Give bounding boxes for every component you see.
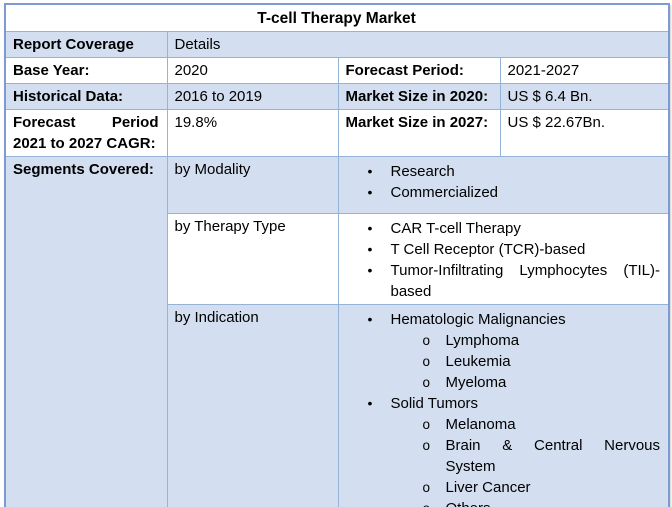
- historical-data-label: Historical Data:: [4, 83, 168, 110]
- bullet-item: • Hematologic Malignancies: [368, 309, 661, 330]
- market-size-2027-value: US $ 22.67Bn.: [499, 109, 670, 157]
- filled-bullet-icon: •: [367, 163, 373, 179]
- hollow-bullet-icon: o: [422, 480, 431, 495]
- bullet-item: • Solid Tumors: [368, 393, 661, 414]
- segment-indication-label: by Indication: [166, 304, 339, 507]
- segments-covered-label: Segments Covered:: [4, 156, 168, 507]
- historical-data-value: 2016 to 2019: [166, 83, 339, 110]
- market-size-2020-label: Market Size in 2020:: [337, 83, 501, 110]
- bullet-item-label: Myeloma: [445, 374, 507, 391]
- bullet-item: • Research: [368, 161, 661, 182]
- bullet-item: • CAR T-cell Therapy: [368, 218, 661, 239]
- market-size-2027-label: Market Size in 2027:: [337, 109, 501, 157]
- bullet-item-label: Lymphoma: [445, 332, 520, 349]
- filled-bullet-icon: •: [367, 241, 373, 257]
- segment-therapy-type-items-cell: • CAR T-cell Therapy • T Cell Receptor (TCR…: [337, 213, 670, 305]
- therapy-type-bullet-list: • CAR T-cell Therapy • T Cell Receptor (TCR…: [346, 216, 661, 302]
- table-title: T-cell Therapy Market: [4, 3, 670, 32]
- segment-modality-label: by Modality: [166, 156, 339, 214]
- forecast-period-value: 2021-2027: [499, 57, 670, 84]
- bullet-item: • Commercialized: [368, 182, 661, 203]
- base-year-value: 2020: [166, 57, 339, 84]
- bullet-item-label: Others: [446, 498, 661, 507]
- bullet-item-label: T Cell Receptor (TCR)-based: [390, 241, 586, 258]
- filled-bullet-icon: •: [367, 395, 373, 411]
- bullet-item: o Leukemia: [423, 351, 661, 372]
- segment-modality-items-cell: • Research • Commercialized: [337, 156, 670, 214]
- indication-bullet-list: • Hematologic Malignancies o Lymphoma o Leuke…: [346, 307, 661, 507]
- hollow-bullet-icon: o: [422, 417, 431, 432]
- bullet-item: o Lymphoma: [423, 330, 661, 351]
- hollow-bullet-icon: o: [422, 354, 431, 369]
- bullet-item-label: Commercialized: [390, 184, 499, 201]
- segment-therapy-type-label: by Therapy Type: [166, 213, 339, 305]
- bullet-item-label: Tumor-Infiltrating Lymphocytes (TIL)-bas…: [390, 262, 661, 300]
- bullet-item-label: Melanoma: [445, 416, 516, 433]
- bullet-item-label: Hematologic Malignancies: [390, 311, 566, 328]
- bullet-item: • Tumor-Infiltrating Lymphocytes (TIL)-ba…: [368, 260, 661, 302]
- market-size-2020-value: US $ 6.4 Bn.: [499, 83, 670, 110]
- filled-bullet-icon: •: [367, 184, 373, 200]
- bullet-item-label: Liver Cancer: [445, 479, 531, 496]
- bullet-item-label: Solid Tumors: [390, 395, 479, 412]
- bullet-item-label: Research: [390, 163, 455, 180]
- bullet-item-label: CAR T-cell Therapy: [390, 220, 521, 237]
- modality-bullet-list: • Research • Commercialized: [346, 159, 661, 203]
- filled-bullet-icon: •: [367, 262, 373, 278]
- bullet-item: o Brain & Central Nervous System: [423, 435, 661, 477]
- base-year-label: Base Year:: [4, 57, 168, 84]
- bullet-item-label: Brain & Central Nervous System: [445, 437, 661, 475]
- bullet-item-label: Leukemia: [445, 353, 511, 370]
- report-coverage-value: Details: [166, 31, 670, 58]
- bullet-item: o Myeloma: [423, 372, 661, 393]
- hollow-bullet-icon: o: [422, 375, 431, 390]
- bullet-item: o Melanoma: [423, 414, 661, 435]
- filled-bullet-icon: •: [367, 220, 373, 236]
- market-summary-table: T-cell Therapy Market Report Coverage De…: [4, 3, 671, 507]
- forecast-cagr-label: Forecast Period 2021 to 2027 CAGR:: [4, 109, 168, 157]
- filled-bullet-icon: •: [367, 311, 373, 327]
- hollow-bullet-icon: o: [423, 498, 446, 507]
- bullet-item: o Liver Cancer: [423, 477, 661, 498]
- segment-indication-items-cell: • Hematologic Malignancies o Lymphoma o Leuke…: [337, 304, 670, 507]
- bullet-item: • T Cell Receptor (TCR)-based: [368, 239, 661, 260]
- bullet-item: oOthers: [423, 498, 661, 507]
- report-coverage-label: Report Coverage: [4, 31, 168, 58]
- hollow-bullet-icon: o: [422, 438, 431, 453]
- forecast-cagr-value: 19.8%: [166, 109, 339, 157]
- forecast-period-label: Forecast Period:: [337, 57, 501, 84]
- hollow-bullet-icon: o: [422, 333, 431, 348]
